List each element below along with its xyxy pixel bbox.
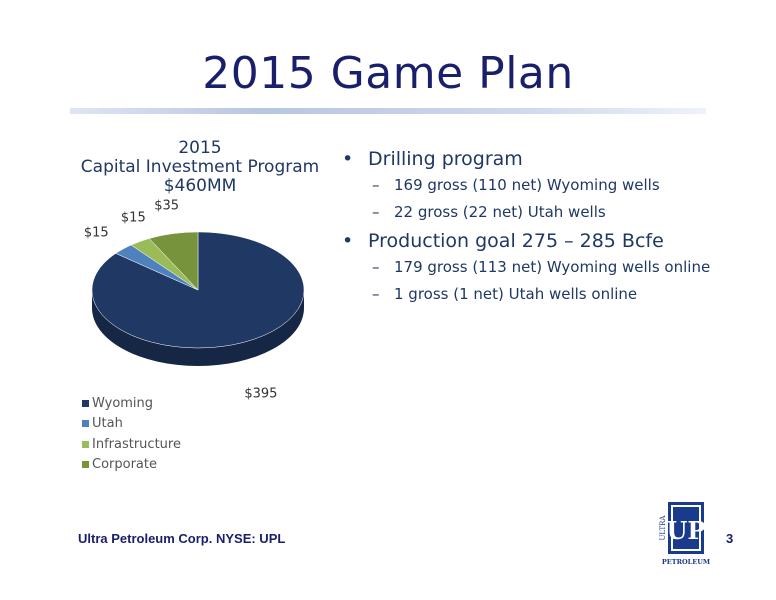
logo-ultra-text: ULTRA	[659, 515, 667, 541]
logo-petroleum-text: PETROLEUM	[662, 558, 710, 566]
pie-slice-corporate	[148, 231, 199, 291]
bullet-label: Drilling program	[368, 148, 523, 170]
sub-bullet-text: 22 gross (22 net) Utah wells	[394, 203, 606, 221]
bullet-group-production: • Production goal 275 – 285 Bcfe –179 gro…	[342, 230, 762, 303]
chart-title: 2015 Capital Investment Program $460MM	[70, 139, 330, 196]
dash-icon: –	[372, 176, 380, 194]
legend-swatch	[82, 461, 89, 469]
pie-side-wyoming	[92, 290, 304, 366]
legend-item-wyoming: Wyoming	[82, 393, 181, 414]
sub-bullet-text: 179 gross (113 net) Wyoming wells online	[394, 258, 711, 276]
pie-data-label: $15	[121, 210, 146, 225]
page-number: 3	[726, 531, 734, 546]
chart-legend: Wyoming Utah Infrastructure Corporate	[82, 393, 181, 475]
bullet-dot-icon: •	[342, 230, 354, 252]
bullet-label: Production goal 275 – 285 Bcfe	[368, 230, 664, 252]
sub-bullet-item: –22 gross (22 net) Utah wells	[372, 203, 762, 221]
footer-company: Ultra Petroleum Corp. NYSE: UPL	[78, 531, 286, 546]
pie-data-label: $395	[244, 386, 277, 401]
chart-title-line1: 2015	[178, 138, 222, 158]
bullet-dot-icon: •	[342, 148, 354, 170]
sub-bullet-item: –1 gross (1 net) Utah wells online	[372, 285, 762, 303]
pie-data-label: $15	[84, 226, 109, 241]
dash-icon: –	[372, 258, 380, 276]
legend-item-corporate: Corporate	[82, 455, 181, 476]
legend-item-infrastructure: Infrastructure	[82, 434, 181, 455]
sub-bullet-item: –179 gross (113 net) Wyoming wells onlin…	[372, 258, 762, 276]
slide-title: 2015 Game Plan	[202, 48, 574, 99]
bullet-group-drilling: • Drilling program –169 gross (110 net) W…	[342, 148, 762, 221]
sub-bullet-text: 1 gross (1 net) Utah wells online	[394, 285, 638, 303]
title-divider	[70, 108, 706, 114]
sub-bullet-item: –169 gross (110 net) Wyoming wells	[372, 176, 762, 194]
legend-item-utah: Utah	[82, 414, 181, 435]
bullet-list: • Drilling program –169 gross (110 net) W…	[342, 148, 762, 312]
legend-label: Corporate	[92, 457, 157, 473]
dash-icon: –	[372, 285, 380, 303]
legend-swatch	[82, 440, 89, 448]
sub-bullet-text: 169 gross (110 net) Wyoming wells	[394, 176, 660, 194]
legend-swatch	[82, 420, 89, 428]
ultra-petroleum-logo: UP ULTRA PETROLEUM	[659, 502, 710, 566]
bullet-item: • Production goal 275 – 285 Bcfe	[342, 230, 762, 252]
legend-label: Utah	[92, 416, 123, 432]
chart-title-line2: Capital Investment Program	[80, 157, 320, 177]
dash-icon: –	[372, 203, 380, 221]
legend-swatch	[82, 399, 89, 407]
pie-data-label: $35	[154, 199, 179, 214]
legend-label: Infrastructure	[92, 436, 181, 452]
chart-title-line3: $460MM	[163, 176, 237, 196]
logo-up-text: UP	[667, 516, 706, 545]
bullet-item: • Drilling program	[342, 148, 762, 170]
legend-label: Wyoming	[92, 395, 154, 411]
